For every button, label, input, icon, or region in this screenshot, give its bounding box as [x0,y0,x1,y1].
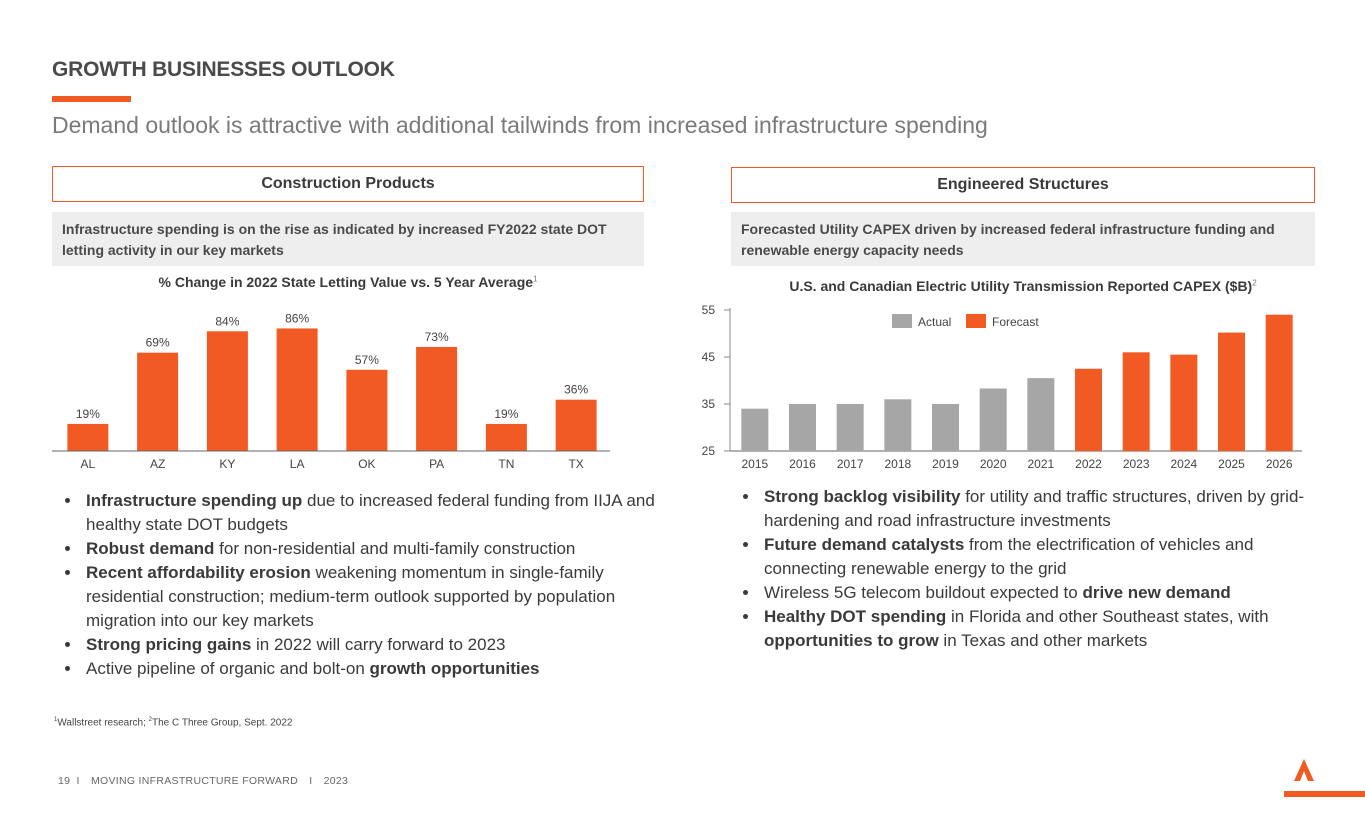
page-number: 19 [58,775,71,787]
bar-2018 [884,399,912,451]
chart-title-footnote-ref: 2 [1252,278,1257,288]
page-title: GROWTH BUSINESSES OUTLOOK [52,58,395,81]
x-tick-label: 2017 [837,457,864,471]
x-tick-label: 2023 [1123,457,1150,471]
construction-products-header: Construction Products [52,166,644,202]
x-tick-label: TN [498,457,514,471]
footer-tagline: MOVING INFRASTRUCTURE FORWARD [90,775,298,787]
legend-label: Actual [918,315,951,329]
footer-year: 2023 [323,775,349,787]
data-label: 57% [355,353,379,367]
highlight-text: Infrastructure spending is on the rise a… [62,221,607,258]
x-tick-label: KY [219,457,235,471]
chart-title-footnote-ref: 1 [533,274,538,284]
x-tick-label: LA [290,457,305,471]
data-label: 36% [564,383,588,397]
bar-PA [416,346,458,451]
bullet-item: Robust demand for non-residential and mu… [82,537,662,561]
letting-chart-title: % Change in 2022 State Letting Value vs.… [52,274,644,290]
title-accent-bar [52,96,131,102]
y-tick-label: 45 [702,350,716,364]
bar-2022 [1075,368,1102,451]
letting-value-bar-chart: 19% AL 69% AZ 84% KY 86% LA 57% OK 73% PA 19% TN 36% TX [52,311,610,471]
bar-2025 [1218,332,1245,451]
x-tick-label: 2026 [1266,457,1293,471]
company-logo-icon [1284,759,1365,797]
bullet-item: Infrastructure spending up due to increa… [82,489,662,537]
construction-bullets: Infrastructure spending up due to increa… [60,489,662,681]
data-label: 19% [76,407,100,421]
data-label: 69% [146,336,170,350]
x-tick-label: AZ [150,457,165,471]
legend-swatch-actual [892,314,912,328]
chart-title-text: U.S. and Canadian Electric Utility Trans… [789,278,1253,294]
bar-AL [67,423,109,451]
bar-2021 [1027,378,1055,451]
x-tick-label: PA [429,457,444,471]
bullet-item: Healthy DOT spending in Florida and othe… [760,605,1335,653]
bullet-item: Wireless 5G telecom buildout expected to… [760,581,1335,605]
bar-2024 [1170,354,1198,451]
capex-bar-chart: 25 35 45 55 2015 2016 2017 2018 2019 2020 2021 2022… [702,303,1302,471]
y-tick-label: 25 [702,444,716,458]
bar-2026 [1265,314,1293,451]
bar-2016 [789,404,816,451]
data-label: 19% [494,407,518,421]
page-subtitle: Demand outlook is attractive with additi… [52,112,988,138]
bullet-item: Strong pricing gains in 2022 will carry … [82,633,662,657]
legend-swatch-forecast [966,314,986,328]
x-tick-label: 2020 [980,457,1007,471]
x-tick-label: 2019 [932,457,959,471]
data-label: 84% [215,314,239,328]
bar-2023 [1122,352,1150,451]
x-tick-label: AL [81,457,96,471]
y-tick-label: 35 [702,397,716,411]
bar-2019 [932,404,959,451]
bullet-item: Strong backlog visibility for utility an… [760,485,1335,533]
footer: 19 I MOVING INFRASTRUCTURE FORWARD I 202… [58,775,348,787]
engineered-highlight-box: Forecasted Utility CAPEX driven by incre… [731,212,1315,266]
x-tick-label: 2016 [789,457,816,471]
bar-KY [206,331,248,451]
bar-TN [485,423,527,451]
footnote: 1Wallstreet research; 2The C Three Group… [54,717,293,729]
section-title: Engineered Structures [937,176,1109,193]
y-tick-label: 55 [702,303,716,317]
bar-2020 [979,388,1007,451]
capex-chart-title: U.S. and Canadian Electric Utility Trans… [731,278,1315,294]
bar-TX [555,399,597,451]
x-tick-label: OK [358,457,375,471]
bar-LA [276,328,318,451]
bar-OK [346,369,388,451]
footer-separator: I [309,775,313,787]
bar-2015 [741,408,769,451]
highlight-text: Forecasted Utility CAPEX driven by incre… [741,221,1275,258]
chart-title-text: % Change in 2022 State Letting Value vs.… [158,274,534,290]
x-tick-label: 2024 [1170,457,1197,471]
bullet-item: Recent affordability erosion weakening m… [82,561,662,633]
x-tick-label: 2025 [1218,457,1245,471]
section-title: Construction Products [261,175,435,192]
bullet-item: Future demand catalysts from the electri… [760,533,1335,581]
legend-label: Forecast [992,315,1039,329]
bullet-item: Active pipeline of organic and bolt-on g… [82,657,662,681]
x-tick-label: 2018 [884,457,911,471]
footer-separator: I [76,775,80,787]
bar-AZ [137,352,179,451]
x-tick-label: 2015 [741,457,768,471]
data-label: 86% [285,311,309,325]
engineered-bullets: Strong backlog visibility for utility an… [738,485,1335,653]
engineered-structures-header: Engineered Structures [731,167,1315,203]
data-label: 73% [425,330,449,344]
x-tick-label: 2022 [1075,457,1102,471]
x-tick-label: TX [568,457,583,471]
x-tick-label: 2021 [1027,457,1054,471]
bar-2017 [836,404,864,451]
construction-highlight-box: Infrastructure spending is on the rise a… [52,212,644,266]
